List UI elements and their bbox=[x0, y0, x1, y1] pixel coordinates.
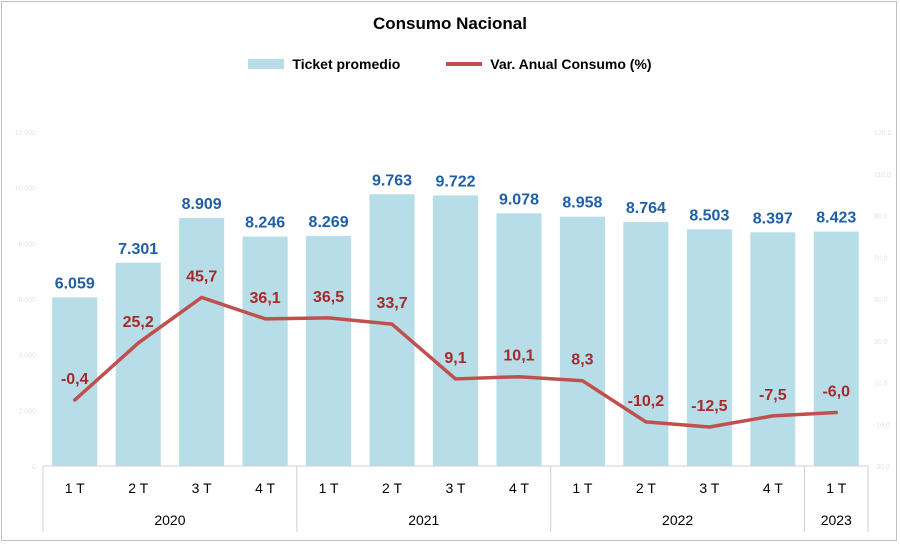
y-left-tick-label: 6.000 bbox=[18, 297, 36, 304]
bar-data-label: 9.078 bbox=[499, 191, 539, 208]
category-label: 3 T bbox=[446, 480, 466, 496]
line-data-label: 25,2 bbox=[123, 314, 154, 331]
bar bbox=[686, 229, 732, 466]
y-right-tick-label: 50,0 bbox=[874, 297, 888, 304]
bar bbox=[432, 195, 479, 466]
bar bbox=[750, 232, 796, 466]
legend-swatch-bar bbox=[248, 59, 285, 69]
y-left-tick-label: 10.000 bbox=[15, 186, 37, 193]
bar bbox=[306, 235, 352, 466]
line-data-label: 8,3 bbox=[571, 352, 593, 369]
bar bbox=[496, 213, 542, 466]
bar bbox=[52, 297, 98, 466]
legend-item-bar: Ticket promedio bbox=[248, 56, 400, 72]
year-label: 2023 bbox=[821, 512, 852, 528]
category-label: 2 T bbox=[128, 480, 148, 496]
line-data-label: 36,5 bbox=[313, 289, 344, 306]
y-left-tick-label: 12.000 bbox=[15, 130, 37, 137]
bar bbox=[623, 222, 669, 466]
line-data-label: 36,1 bbox=[250, 290, 281, 307]
chart-title: Consumo Nacional bbox=[373, 14, 527, 33]
bar-data-label: 8.958 bbox=[562, 195, 602, 212]
bar-data-label: 8.246 bbox=[245, 214, 285, 231]
category-label: 1 T bbox=[319, 480, 339, 496]
bar-data-label: 8.909 bbox=[182, 196, 222, 213]
line-data-label: 45,7 bbox=[186, 268, 217, 285]
bar-data-label: 8.269 bbox=[309, 214, 349, 231]
y-left-tick-label: 0 bbox=[32, 464, 36, 471]
year-label: 2021 bbox=[408, 512, 439, 528]
bar-data-label: 8.423 bbox=[816, 210, 856, 227]
bar bbox=[369, 194, 415, 466]
category-label: 4 T bbox=[763, 480, 783, 496]
bar-data-label: 9.763 bbox=[372, 172, 412, 189]
category-label: 3 T bbox=[699, 480, 719, 496]
line-data-label: -12,5 bbox=[691, 398, 728, 415]
line-data-label: -6,0 bbox=[822, 384, 850, 401]
series-line bbox=[72, 295, 839, 429]
y-right-tick-label: 130,0 bbox=[874, 130, 892, 137]
line-data-label: 9,1 bbox=[444, 350, 466, 367]
line-data-label: -7,5 bbox=[759, 387, 787, 404]
category-label: 1 T bbox=[572, 480, 592, 496]
category-label: 4 T bbox=[255, 480, 275, 496]
bar-data-label: 8.764 bbox=[626, 200, 666, 217]
year-label: 2022 bbox=[662, 512, 693, 528]
y-right-tick-label: 90,0 bbox=[874, 214, 888, 221]
category-label: 4 T bbox=[509, 480, 529, 496]
bar bbox=[115, 262, 161, 466]
chart-legend: Ticket promedio Var. Anual Consumo (%) bbox=[0, 56, 900, 72]
legend-label-bar: Ticket promedio bbox=[292, 56, 401, 72]
bar bbox=[242, 236, 288, 466]
line-data-label: 33,7 bbox=[376, 295, 407, 312]
legend-label-line: Var. Anual Consumo (%) bbox=[490, 56, 652, 72]
y-right-tick-label: -10,0 bbox=[874, 422, 890, 429]
legend-swatch-line bbox=[446, 62, 483, 66]
legend-item-line: Var. Anual Consumo (%) bbox=[446, 56, 652, 72]
y-right-tick-label: 10,0 bbox=[874, 381, 888, 388]
category-label: 3 T bbox=[192, 480, 212, 496]
bar-data-label: 9.722 bbox=[435, 173, 475, 190]
year-label: 2020 bbox=[154, 512, 185, 528]
category-label: 2 T bbox=[382, 480, 402, 496]
line-data-label: 10,1 bbox=[503, 348, 534, 365]
line-data-label: -10,2 bbox=[628, 393, 665, 410]
y-right-tick-label: 30,0 bbox=[874, 339, 888, 346]
line-data-label: -0,4 bbox=[61, 371, 89, 388]
bar-data-label: 6.059 bbox=[55, 275, 95, 292]
bar bbox=[179, 218, 225, 466]
y-left-tick-label: 4.000 bbox=[18, 353, 36, 360]
y-left-tick-label: 8.000 bbox=[18, 241, 36, 248]
category-label: 1 T bbox=[65, 480, 85, 496]
bar bbox=[559, 216, 605, 466]
bar-data-label: 8.503 bbox=[689, 207, 729, 224]
y-right-tick-label: -30,0 bbox=[874, 464, 890, 471]
bar-data-label: 7.301 bbox=[118, 241, 158, 258]
bar-data-label: 8.397 bbox=[753, 210, 793, 227]
category-label: 1 T bbox=[826, 480, 846, 496]
y-right-tick-label: 110,0 bbox=[874, 172, 891, 179]
category-label: 2 T bbox=[636, 480, 656, 496]
y-left-tick-label: 2.000 bbox=[18, 408, 36, 415]
bar bbox=[813, 231, 859, 466]
y-right-tick-label: 70,0 bbox=[874, 255, 888, 262]
